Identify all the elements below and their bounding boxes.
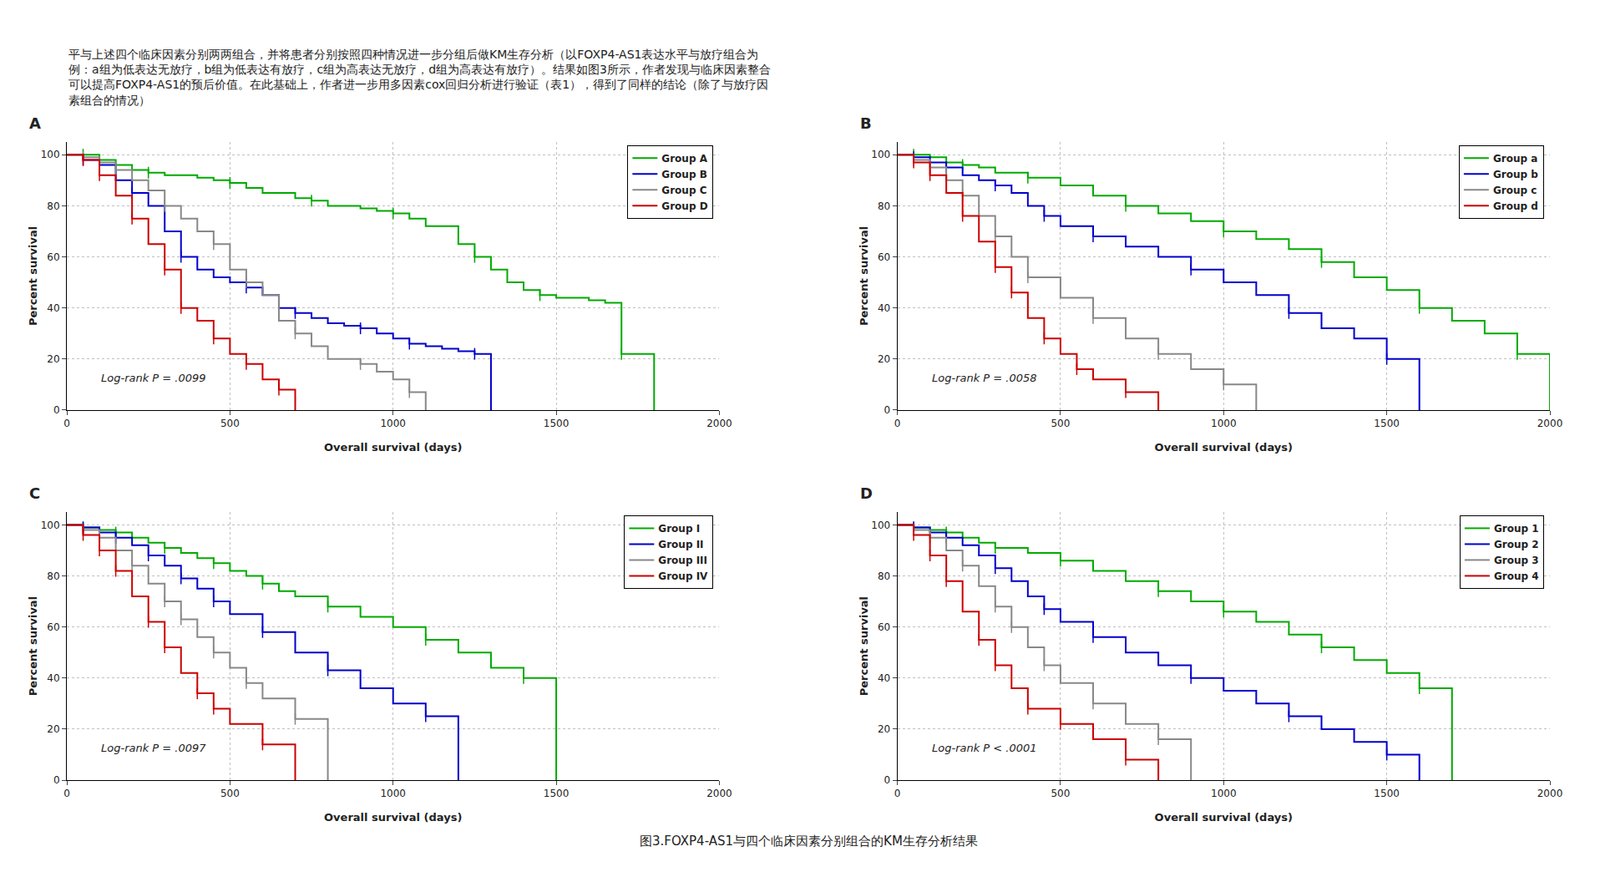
svg-text:Log-rank P = .0058: Log-rank P = .0058 xyxy=(931,371,1038,385)
svg-text:Group D: Group D xyxy=(661,200,708,213)
svg-text:60: 60 xyxy=(877,621,891,633)
svg-text:Group C: Group C xyxy=(661,184,707,197)
svg-text:40: 40 xyxy=(46,672,60,684)
svg-text:1000: 1000 xyxy=(1210,787,1237,800)
svg-text:2000: 2000 xyxy=(706,787,733,800)
svg-text:60: 60 xyxy=(877,251,891,264)
svg-text:Group b: Group b xyxy=(1493,168,1539,181)
svg-text:Group B: Group B xyxy=(661,168,707,181)
svg-text:Overall survival (days): Overall survival (days) xyxy=(324,810,462,824)
svg-text:Group III: Group III xyxy=(658,554,708,567)
svg-text:0: 0 xyxy=(63,417,71,430)
svg-text:Group 1: Group 1 xyxy=(1493,522,1540,535)
svg-text:1500: 1500 xyxy=(543,417,570,430)
svg-text:1000: 1000 xyxy=(1210,417,1237,430)
svg-text:Overall survival (days): Overall survival (days) xyxy=(1154,440,1293,454)
svg-text:40: 40 xyxy=(877,302,891,314)
svg-text:1500: 1500 xyxy=(543,787,570,800)
svg-text:平与上述四个临床因素分别两两组合，并将患者分别按照四种情况进: 平与上述四个临床因素分别两两组合，并将患者分别按照四种情况进一步分组后做KM生存… xyxy=(68,47,771,107)
svg-text:2000: 2000 xyxy=(1537,787,1564,800)
svg-text:A: A xyxy=(29,114,41,132)
svg-text:60: 60 xyxy=(46,251,60,264)
svg-text:Group A: Group A xyxy=(661,152,708,165)
svg-text:Group IV: Group IV xyxy=(658,570,709,583)
svg-text:100: 100 xyxy=(870,148,891,161)
svg-text:Group II: Group II xyxy=(658,538,704,551)
svg-text:0: 0 xyxy=(884,774,892,786)
svg-text:Log-rank P = .0097: Log-rank P = .0097 xyxy=(101,741,207,755)
svg-text:Log-rank P < .0001: Log-rank P < .0001 xyxy=(931,741,1038,755)
svg-text:500: 500 xyxy=(1050,417,1070,430)
svg-text:Group 4: Group 4 xyxy=(1493,570,1540,583)
svg-text:图3.FOXP4-AS1与四个临床因素分别组合的KM生存分析: 图3.FOXP4-AS1与四个临床因素分别组合的KM生存分析结果 xyxy=(639,833,978,849)
svg-text:Percent survival: Percent survival xyxy=(26,596,40,696)
svg-text:0: 0 xyxy=(53,774,61,786)
svg-text:Group I: Group I xyxy=(658,522,700,535)
svg-text:Overall survival (days): Overall survival (days) xyxy=(324,440,462,454)
svg-text:100: 100 xyxy=(870,519,891,532)
svg-text:100: 100 xyxy=(40,519,61,532)
svg-text:80: 80 xyxy=(46,570,60,583)
svg-text:20: 20 xyxy=(877,723,891,735)
svg-text:0: 0 xyxy=(894,787,902,800)
svg-text:Group d: Group d xyxy=(1493,200,1539,213)
svg-text:Log-rank P = .0099: Log-rank P = .0099 xyxy=(101,371,207,385)
svg-text:500: 500 xyxy=(220,417,240,430)
svg-text:2000: 2000 xyxy=(1537,417,1564,430)
svg-text:2000: 2000 xyxy=(706,417,733,430)
svg-text:1000: 1000 xyxy=(379,417,406,430)
svg-text:1500: 1500 xyxy=(1373,417,1400,430)
svg-text:Group a: Group a xyxy=(1493,152,1538,165)
svg-text:100: 100 xyxy=(40,148,61,161)
svg-text:20: 20 xyxy=(46,723,60,735)
svg-text:0: 0 xyxy=(894,417,902,430)
svg-text:Percent survival: Percent survival xyxy=(26,226,40,326)
svg-text:60: 60 xyxy=(46,621,60,633)
svg-text:D: D xyxy=(860,484,873,502)
svg-text:Group c: Group c xyxy=(1493,184,1537,197)
svg-text:Overall survival (days): Overall survival (days) xyxy=(1154,810,1293,824)
svg-text:500: 500 xyxy=(220,787,240,800)
svg-text:0: 0 xyxy=(53,404,61,416)
svg-text:20: 20 xyxy=(46,353,60,365)
svg-text:Group 3: Group 3 xyxy=(1493,554,1540,567)
svg-text:80: 80 xyxy=(877,570,891,583)
svg-text:40: 40 xyxy=(877,672,891,684)
svg-text:Percent survival: Percent survival xyxy=(857,226,871,326)
svg-text:40: 40 xyxy=(46,302,60,314)
svg-text:Percent survival: Percent survival xyxy=(857,596,871,696)
svg-text:C: C xyxy=(29,484,41,502)
svg-text:20: 20 xyxy=(877,353,891,365)
svg-text:1000: 1000 xyxy=(379,787,406,800)
svg-text:0: 0 xyxy=(63,787,71,800)
svg-text:80: 80 xyxy=(877,200,891,213)
svg-text:0: 0 xyxy=(884,404,892,416)
svg-text:1500: 1500 xyxy=(1373,787,1400,800)
svg-text:80: 80 xyxy=(46,200,60,213)
svg-text:B: B xyxy=(860,114,872,132)
svg-text:500: 500 xyxy=(1050,787,1070,800)
svg-text:Group 2: Group 2 xyxy=(1493,538,1540,551)
